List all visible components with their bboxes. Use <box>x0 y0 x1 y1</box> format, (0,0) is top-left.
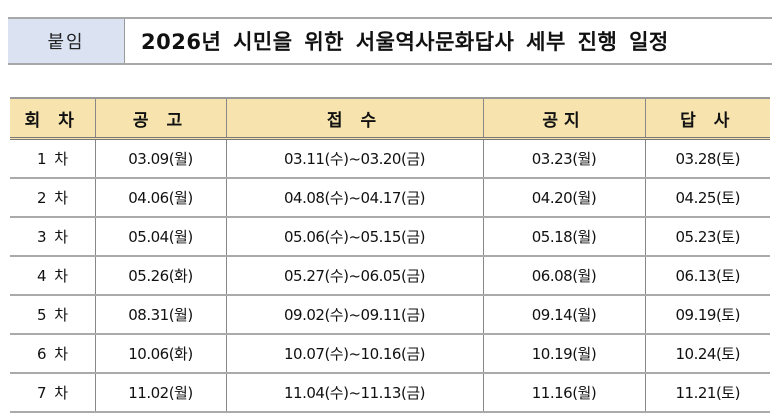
column-header: 답 사 <box>644 97 770 140</box>
table-cell: 4 차 <box>10 256 95 296</box>
table-cell: 05.23(토) <box>644 217 770 257</box>
table-cell: 6 차 <box>10 334 95 374</box>
document-title: 2026년 시민을 위한 서울역사문화답사 세부 진행 일정 <box>141 30 669 54</box>
table-cell: 10.19(월) <box>482 334 645 374</box>
table-cell: 09.14(월) <box>482 295 645 335</box>
table-cell: 05.27(수)~06.05(금) <box>225 256 483 296</box>
attachment-label: 붙임 <box>8 19 125 63</box>
column-header: 회 차 <box>10 97 95 140</box>
document-header: 붙임 2026년 시민을 위한 서울역사문화답사 세부 진행 일정 <box>8 17 772 65</box>
table-cell: 11.02(월) <box>94 373 226 413</box>
table-row: 3 차 05.04(월) 05.06(수)~05.15(금) 05.18(월) 05.2… <box>10 217 770 257</box>
table-cell: 03.23(월) <box>482 138 645 179</box>
table-row: 7 차 11.02(월) 11.04(수)~11.13(금) 11.16(월) 11.2… <box>10 373 770 413</box>
table-row: 2 차 04.06(월) 04.08(수)~04.17(금) 04.20(월) 04.2… <box>10 178 770 218</box>
table-cell: 06.13(토) <box>644 256 770 296</box>
table-cell: 04.08(수)~04.17(금) <box>225 178 483 218</box>
table-cell: 05.26(화) <box>94 256 226 296</box>
table-cell: 03.11(수)~03.20(금) <box>225 138 483 179</box>
table-cell: 10.24(토) <box>644 334 770 374</box>
table-cell: 5 차 <box>10 295 95 335</box>
table-cell: 04.06(월) <box>94 178 226 218</box>
table-cell: 05.04(월) <box>94 217 226 257</box>
table-cell: 06.08(월) <box>482 256 645 296</box>
table-cell: 05.18(월) <box>482 217 645 257</box>
column-header: 공지 <box>482 97 645 140</box>
table-cell: 05.06(수)~05.15(금) <box>225 217 483 257</box>
table-cell: 03.28(토) <box>644 138 770 179</box>
column-header: 공 고 <box>94 97 226 140</box>
table-row: 4 차 05.26(화) 05.27(수)~06.05(금) 06.08(월) 06.1… <box>10 256 770 296</box>
table-cell: 08.31(월) <box>94 295 226 335</box>
table-row: 1 차 03.09(월) 03.11(수)~03.20(금) 03.23(월) 03.2… <box>10 138 770 179</box>
table-row: 5 차 08.31(월) 09.02(수)~09.11(금) 09.14(월) 09.1… <box>10 295 770 335</box>
table-cell: 1 차 <box>10 138 95 179</box>
column-header: 접 수 <box>225 97 483 140</box>
table-row: 6 차 10.06(화) 10.07(수)~10.16(금) 10.19(월) 10.2… <box>10 334 770 374</box>
table-cell: 04.25(토) <box>644 178 770 218</box>
table-cell: 09.02(수)~09.11(금) <box>225 295 483 335</box>
table-cell: 11.04(수)~11.13(금) <box>225 373 483 413</box>
table-cell: 3 차 <box>10 217 95 257</box>
table-cell: 11.21(토) <box>644 373 770 413</box>
table-cell: 11.16(월) <box>482 373 645 413</box>
table-cell: 2 차 <box>10 178 95 218</box>
table-cell: 10.06(화) <box>94 334 226 374</box>
table-cell: 7 차 <box>10 373 95 413</box>
table-cell: 10.07(수)~10.16(금) <box>225 334 483 374</box>
table-cell: 04.20(월) <box>482 178 645 218</box>
table-cell: 09.19(토) <box>644 295 770 335</box>
table-cell: 03.09(월) <box>94 138 226 179</box>
